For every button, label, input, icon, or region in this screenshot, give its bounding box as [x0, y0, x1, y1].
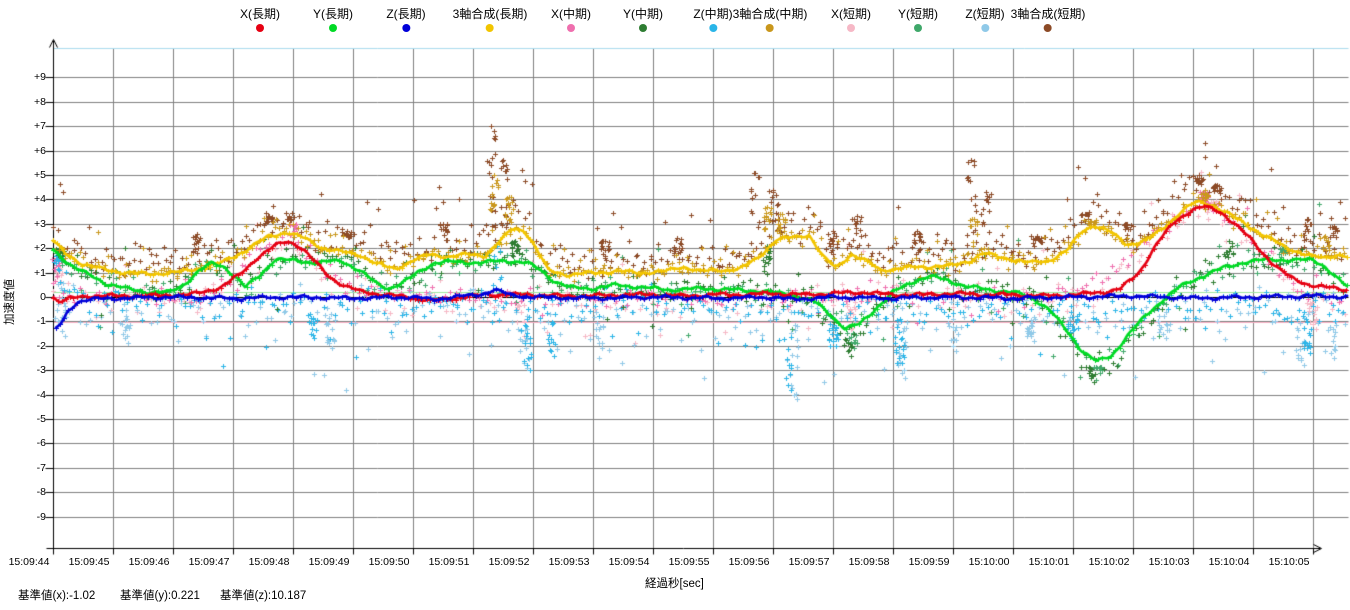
- baseline-x-value: 基準値(x):-1.02: [18, 590, 96, 602]
- y-axis-tick-label: -3: [36, 364, 46, 377]
- y-axis-tick-label: -8: [36, 486, 46, 499]
- legend-dot-icon: [639, 24, 647, 32]
- y-axis-tick-label: +5: [34, 169, 46, 181]
- y-axis-tick-label: +8: [34, 95, 46, 108]
- legend-dot-icon: [914, 24, 922, 32]
- y-axis-tick-label: -7: [36, 461, 46, 474]
- x-axis-tick-label: 15:09:51: [428, 556, 470, 568]
- x-axis-tick-label: 15:09:44: [8, 556, 50, 568]
- x-axis-tick-label: 15:09:45: [68, 556, 110, 568]
- legend-dot-icon: [847, 24, 855, 32]
- x-axis-tick-label: 15:09:52: [488, 556, 530, 568]
- legend-label: 3軸合成(短期): [1010, 7, 1086, 21]
- y-axis-tick-label: -6: [36, 437, 46, 450]
- y-axis-title: 加速度値: [4, 279, 16, 325]
- x-axis-tick-label: 15:10:01: [1028, 556, 1070, 568]
- x-axis-tick-label: 15:10:02: [1088, 556, 1130, 568]
- baseline-y-value: 基準値(y):0.221: [120, 590, 200, 602]
- x-axis-tick-label: 15:10:05: [1268, 556, 1310, 568]
- legend-dot-icon: [485, 24, 494, 32]
- legend-dot-icon: [256, 24, 264, 32]
- legend-label: X(中期): [551, 7, 591, 21]
- legend-label: X(短期): [831, 7, 871, 21]
- legend-dot-icon: [980, 24, 989, 32]
- legend-label: Z(短期): [965, 7, 1005, 21]
- y-axis-tick-label: +1: [34, 266, 46, 279]
- x-axis-tick-label: 15:09:46: [128, 556, 170, 568]
- legend-label: Z(中期): [693, 7, 733, 21]
- legend-label: Y(中期): [623, 7, 663, 21]
- legend-dot-icon: [329, 24, 337, 32]
- y-axis-tick-label: 0: [40, 291, 46, 303]
- x-axis-tick-label: 15:09:53: [548, 556, 590, 568]
- baseline-z-value: 基準値(z):10.187: [220, 590, 307, 602]
- legend-item-1: Y(長期): [313, 8, 353, 32]
- x-axis-tick-label: 15:09:57: [788, 556, 830, 568]
- legend-dot-icon: [567, 24, 575, 32]
- legend-label: X(長期): [240, 7, 280, 21]
- legend-item-4: X(中期): [551, 8, 591, 32]
- legend-item-6: Z(中期): [693, 7, 733, 32]
- y-axis-tick-label: -5: [36, 413, 46, 425]
- legend-dot-icon: [765, 24, 774, 32]
- y-axis-tick-label: -4: [36, 388, 46, 401]
- x-axis-tick-label: 15:09:59: [908, 556, 950, 568]
- y-axis-tick-label: -2: [36, 339, 46, 352]
- x-axis-tick-label: 15:09:47: [188, 556, 230, 568]
- legend-item-7: 3軸合成(中期): [732, 7, 808, 32]
- y-axis-tick-label: +4: [34, 193, 46, 206]
- y-axis-tick-label: +7: [34, 120, 46, 133]
- legend-label: Z(長期): [386, 7, 426, 21]
- legend-item-3: 3軸合成(長期): [452, 7, 528, 32]
- y-axis-tick-label: -9: [36, 510, 46, 523]
- legend-item-9: Y(短期): [898, 8, 938, 32]
- legend-item-10: Z(短期): [965, 7, 1005, 32]
- y-axis-tick-label: +3: [34, 217, 46, 230]
- legend-label: Y(長期): [313, 7, 353, 21]
- x-axis-tick-label: 15:09:58: [848, 556, 890, 568]
- y-axis-tick-label: +9: [34, 71, 46, 84]
- x-axis-tick-label: 15:09:56: [728, 556, 770, 568]
- y-axis-tick-label: +6: [34, 144, 46, 157]
- x-axis-title: 経過秒[sec]: [645, 578, 704, 590]
- legend-dot-icon: [1043, 24, 1052, 32]
- x-axis-tick-label: 15:10:00: [968, 556, 1010, 568]
- legend-item-11: 3軸合成(短期): [1010, 7, 1086, 32]
- x-axis-tick-label: 15:10:04: [1208, 556, 1250, 568]
- x-axis-tick-label: 15:10:03: [1148, 556, 1190, 568]
- legend-item-0: X(長期): [240, 8, 280, 32]
- legend-dot-icon: [401, 24, 410, 32]
- x-axis-tick-label: 15:09:49: [308, 556, 350, 568]
- y-axis-tick-label: +2: [34, 242, 46, 255]
- legend-dot-icon: [708, 24, 717, 32]
- legend-label: 3軸合成(長期): [452, 7, 528, 21]
- legend-label: 3軸合成(中期): [732, 7, 808, 21]
- legend-item-8: X(短期): [831, 8, 871, 32]
- legend-label: Y(短期): [898, 7, 938, 21]
- x-axis-tick-label: 15:09:48: [248, 556, 290, 568]
- legend-item-2: Z(長期): [386, 7, 426, 32]
- legend-item-5: Y(中期): [623, 8, 663, 32]
- x-axis-tick-label: 15:09:55: [668, 556, 710, 568]
- x-axis-tick-label: 15:09:54: [608, 556, 650, 568]
- x-axis-tick-label: 15:09:50: [368, 556, 410, 568]
- y-axis-tick-label: -1: [36, 315, 46, 328]
